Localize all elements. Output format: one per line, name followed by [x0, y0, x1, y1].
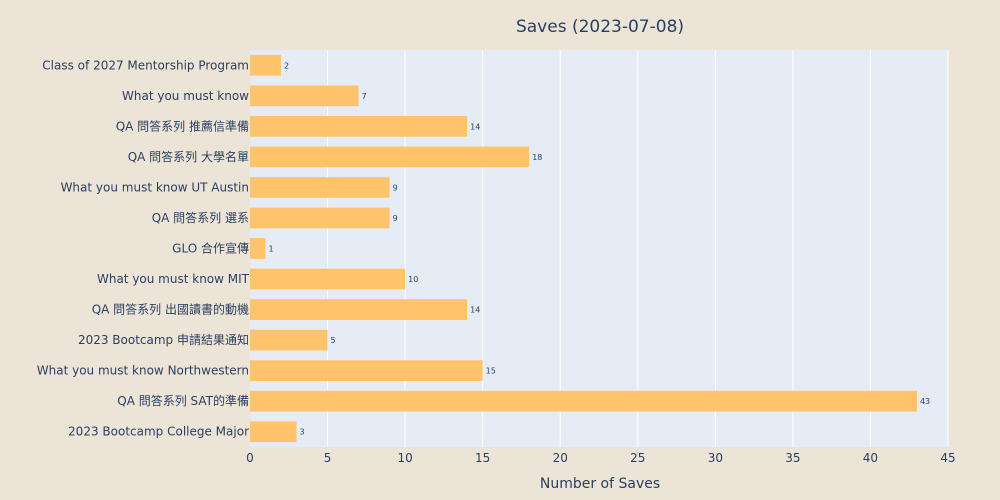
bar [250, 421, 297, 443]
category-label: QA 問答系列 推薦信準備 [116, 118, 249, 133]
value-label: 43 [920, 397, 930, 406]
value-label: 15 [486, 367, 496, 376]
bar [250, 207, 390, 229]
value-label: 18 [532, 153, 542, 162]
bar [250, 238, 266, 259]
x-tick-label: 20 [553, 451, 568, 465]
x-tick-label: 5 [324, 451, 332, 465]
x-tick-label: 25 [630, 451, 645, 465]
bar [250, 54, 282, 76]
category-label: What you must know Northwestern [37, 364, 249, 378]
category-label: QA 問答系列 大學名單 [128, 149, 249, 164]
category-label: 2023 Bootcamp 申請結果通知 [78, 333, 249, 347]
x-tick-label: 0 [246, 451, 254, 465]
value-label: 3 [300, 428, 305, 437]
bar [250, 360, 483, 382]
category-label: What you must know UT Austin [61, 180, 249, 194]
bar [250, 177, 390, 198]
bar [250, 115, 468, 137]
bar [250, 268, 406, 290]
x-tick-label: 35 [785, 451, 800, 465]
x-tick-labels: 0 5 10 15 20 25 30 35 40 45 [246, 451, 955, 465]
chart-title: Saves (2023-07-08) [516, 17, 684, 37]
x-tick-label: 10 [397, 451, 412, 465]
category-label: QA 問答系列 選系 [152, 210, 249, 225]
value-label: 2 [284, 61, 289, 70]
bars [250, 54, 917, 443]
bar [250, 85, 359, 107]
value-label: 7 [362, 92, 367, 101]
category-labels: Class of 2027 Mentorship Program What you… [37, 58, 250, 438]
category-label: What you must know [122, 89, 249, 103]
value-labels: 2 7 14 18 9 9 1 10 14 5 15 43 3 [269, 61, 931, 436]
value-label: 14 [470, 122, 480, 131]
x-tick-label: 30 [708, 451, 723, 465]
category-label: QA 問答系列 出國讀書的動機 [92, 302, 249, 317]
x-tick-label: 40 [863, 451, 878, 465]
bar [250, 390, 917, 412]
x-tick-label: 45 [940, 451, 955, 465]
category-label: GLO 合作宣傳 [172, 241, 249, 256]
value-label: 5 [331, 336, 336, 345]
category-label: QA 問答系列 SAT的準備 [117, 393, 249, 408]
value-label: 14 [470, 306, 480, 315]
category-label: 2023 Bootcamp College Major [68, 425, 249, 439]
value-label: 1 [269, 245, 274, 254]
value-label: 10 [408, 275, 418, 284]
value-label: 9 [393, 214, 398, 223]
plot-area [250, 50, 948, 447]
category-label: What you must know MIT [97, 272, 250, 286]
bar [250, 299, 468, 320]
category-label: Class of 2027 Mentorship Program [42, 58, 249, 72]
x-axis-title: Number of Saves [540, 476, 660, 492]
bar [250, 146, 530, 168]
bar [250, 329, 328, 351]
value-label: 9 [393, 183, 398, 192]
x-tick-label: 15 [475, 451, 490, 465]
